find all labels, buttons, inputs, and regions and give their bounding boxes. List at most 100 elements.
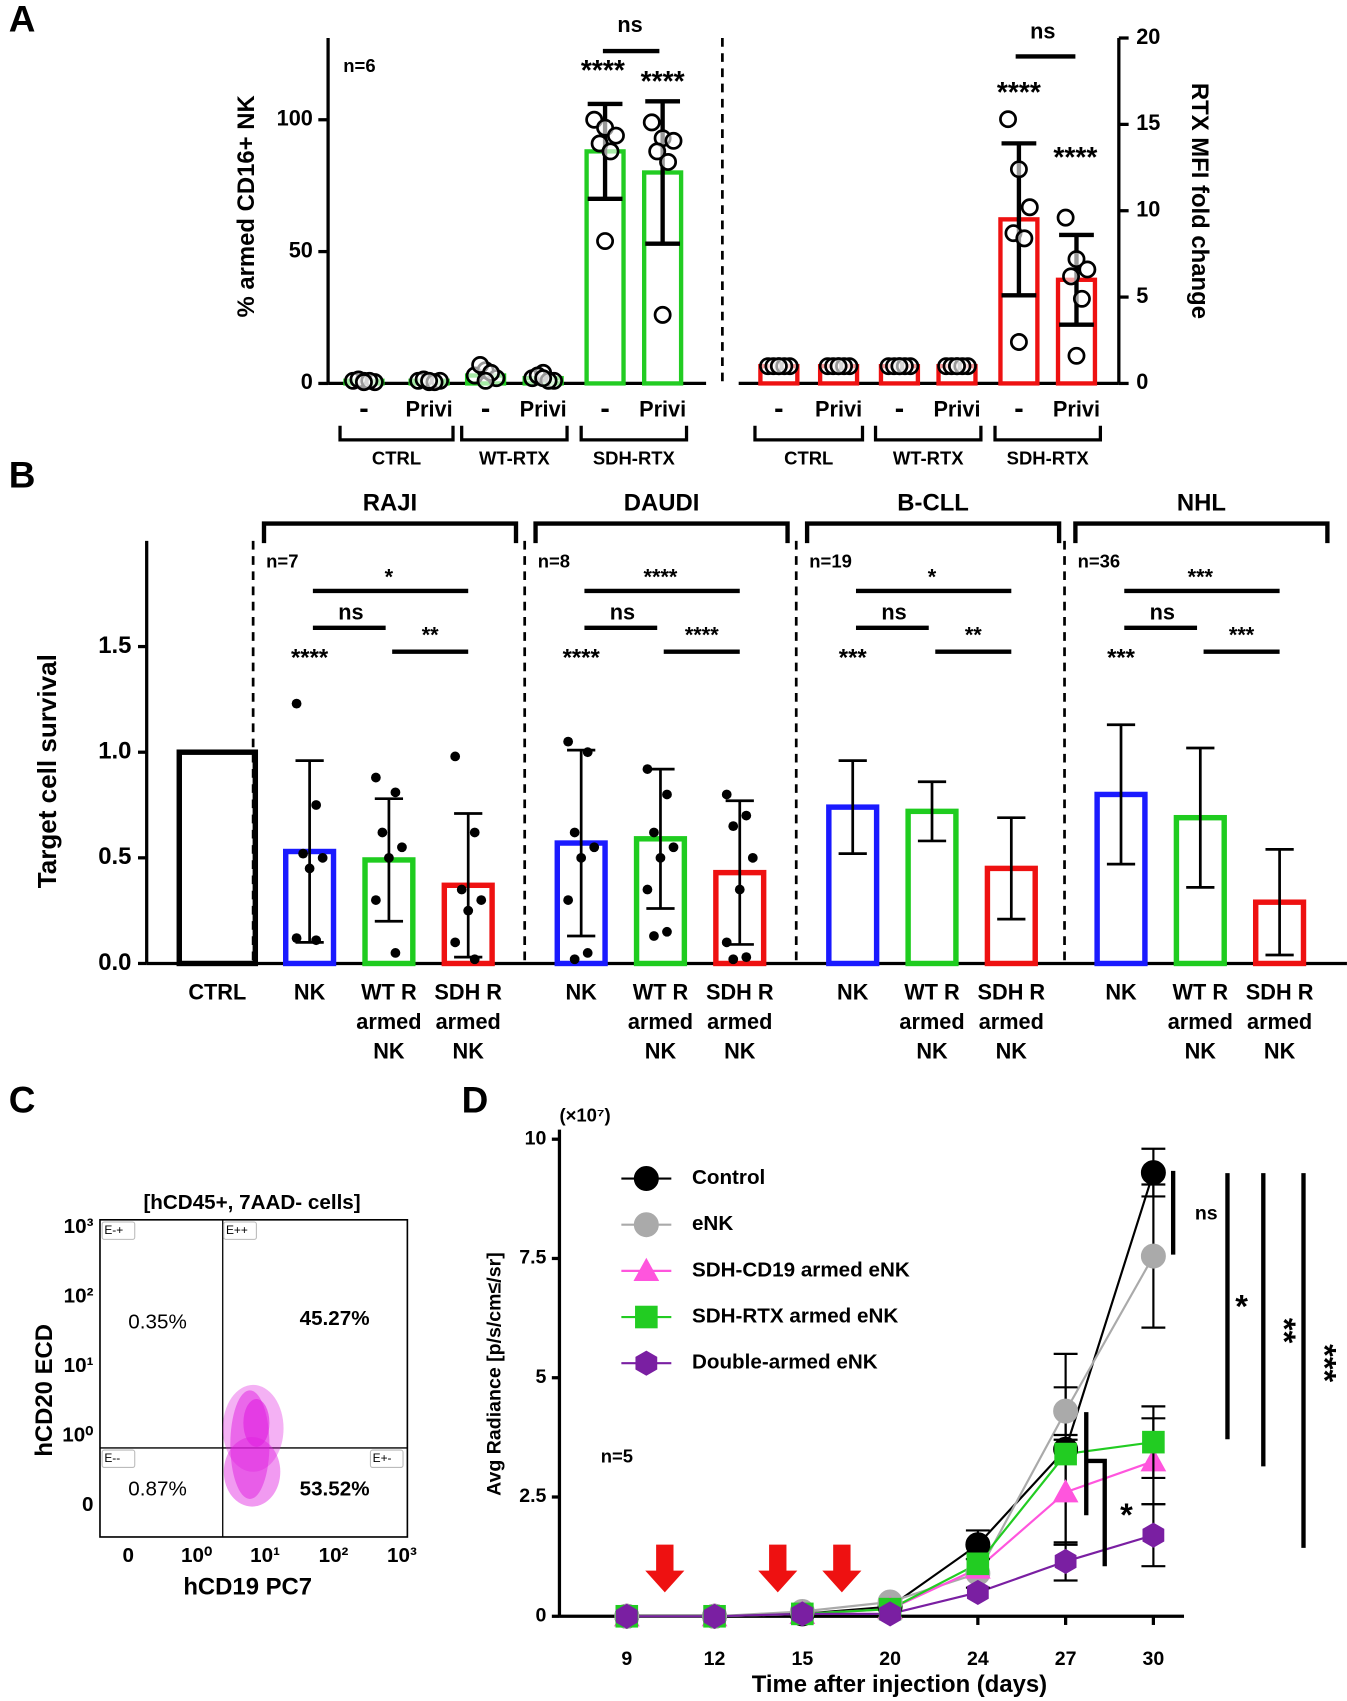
- data-point: [390, 787, 401, 798]
- significance: ****: [563, 645, 601, 672]
- category-label: Privi: [933, 396, 980, 421]
- y2-axis-label: RTX MFI fold change: [1186, 83, 1213, 319]
- significance: ***: [1306, 1344, 1342, 1382]
- event-cloud: [222, 1384, 284, 1507]
- data-point: [450, 751, 461, 762]
- data-point: [741, 952, 752, 963]
- gate-tag: [369, 1449, 404, 1469]
- plot-frame: [99, 1218, 409, 1538]
- data-point: [596, 232, 615, 251]
- significance: ****: [641, 65, 685, 97]
- x-tick-label: NK: [996, 1038, 1028, 1063]
- sample-size: n=5: [601, 1446, 633, 1467]
- data-point: [890, 357, 909, 376]
- marker: [791, 1601, 814, 1627]
- group-bracket: [261, 521, 519, 544]
- category-label: -: [1014, 392, 1023, 424]
- legend-label: SDH-CD19 armed eNK: [692, 1258, 910, 1281]
- x-tick-label: 9: [621, 1648, 632, 1670]
- significance: ****: [291, 645, 329, 672]
- marker: [966, 1552, 990, 1576]
- data-point: [728, 954, 739, 965]
- data-point: [659, 152, 678, 171]
- group-bracket: [460, 425, 569, 442]
- x-tick-label: WT R: [904, 980, 960, 1005]
- data-point: [747, 852, 758, 863]
- data-point: [721, 789, 732, 800]
- x-tick-label: CTRL: [188, 980, 246, 1005]
- x-tick-label: NK: [916, 1038, 948, 1063]
- y2-tick-label: 5: [1136, 283, 1148, 308]
- data-point: [664, 131, 683, 150]
- significance: **: [1266, 1318, 1302, 1344]
- significance: *: [1235, 1288, 1248, 1324]
- data-point: [653, 305, 672, 324]
- data-point: [534, 369, 553, 388]
- x-tick-label: SDH R: [706, 980, 774, 1005]
- significance: ****: [1053, 141, 1097, 173]
- data-point: [450, 937, 461, 948]
- marker: [1054, 1442, 1077, 1466]
- data-point: [563, 895, 574, 905]
- data-point: [1009, 160, 1028, 179]
- sample-size: n=8: [538, 551, 570, 572]
- significance: ***: [839, 645, 868, 672]
- group-label: CTRL: [784, 447, 833, 468]
- x-tick-label: WT R: [361, 980, 417, 1005]
- quadrant-percentage: 0.87%: [128, 1478, 186, 1501]
- x-tick-label: armed: [899, 1009, 964, 1034]
- panel-label: A: [9, 0, 36, 39]
- x-tick-label: armed: [628, 1009, 693, 1034]
- data-point: [377, 827, 388, 838]
- arrow: [645, 1544, 685, 1593]
- group-bracket: [338, 425, 455, 442]
- sample-size: n=19: [809, 551, 852, 572]
- x-tick-label: NK: [373, 1038, 405, 1063]
- x-tick-label: WT R: [633, 980, 689, 1005]
- y-tick-label: 2.5: [519, 1485, 546, 1507]
- marker: [879, 1601, 901, 1627]
- data-point: [649, 931, 659, 941]
- marker: [703, 1603, 726, 1629]
- x-tick-label: WT R: [1173, 980, 1229, 1005]
- data-point: [948, 357, 966, 376]
- x-tick-label: NK: [453, 1038, 485, 1063]
- panel-label: D: [462, 1079, 489, 1120]
- legend-label: Double-armed eNK: [692, 1351, 878, 1374]
- sample-size: n=6: [343, 55, 375, 76]
- data-point: [662, 926, 672, 937]
- y-tick-label: 50: [289, 237, 313, 262]
- category-label: Privi: [1053, 396, 1100, 421]
- significance: ns: [1030, 18, 1055, 43]
- significance: ns: [338, 599, 363, 624]
- group-label: B-CLL: [897, 489, 969, 516]
- x-tick-label: 27: [1055, 1648, 1077, 1670]
- significance: *: [385, 565, 394, 590]
- marker: [1142, 1430, 1165, 1454]
- data-point: [317, 852, 328, 863]
- significance: ****: [581, 54, 625, 86]
- marker: [1053, 1398, 1079, 1424]
- x-tick-label: 10¹: [250, 1544, 280, 1567]
- data-point: [569, 827, 580, 838]
- y-tick-label: 0.0: [98, 949, 131, 976]
- y-axis-label: % armed CD16+ NK: [233, 94, 260, 317]
- x-tick-label: 10³: [387, 1544, 417, 1567]
- event-density: [243, 1399, 270, 1447]
- data-point: [291, 698, 302, 709]
- marker: [1052, 1479, 1079, 1503]
- y-tick-label: 10³: [64, 1215, 94, 1238]
- x-tick-label: SDH R: [434, 980, 502, 1005]
- significance-bracket: [1084, 1412, 1107, 1567]
- category-label: Privi: [815, 396, 862, 421]
- category-label: -: [481, 392, 490, 424]
- group-label: SDH-RTX: [593, 447, 676, 468]
- y-tick-label: 1.0: [98, 738, 131, 765]
- category-label: Privi: [520, 396, 567, 421]
- significance: ****: [644, 565, 678, 590]
- x-tick-label: NK: [1264, 1038, 1296, 1063]
- x-tick-label: NK: [1105, 980, 1137, 1005]
- legend-label: eNK: [692, 1212, 733, 1235]
- y-tick-label: 10²: [64, 1284, 94, 1307]
- x-tick-label: SDH R: [978, 980, 1046, 1005]
